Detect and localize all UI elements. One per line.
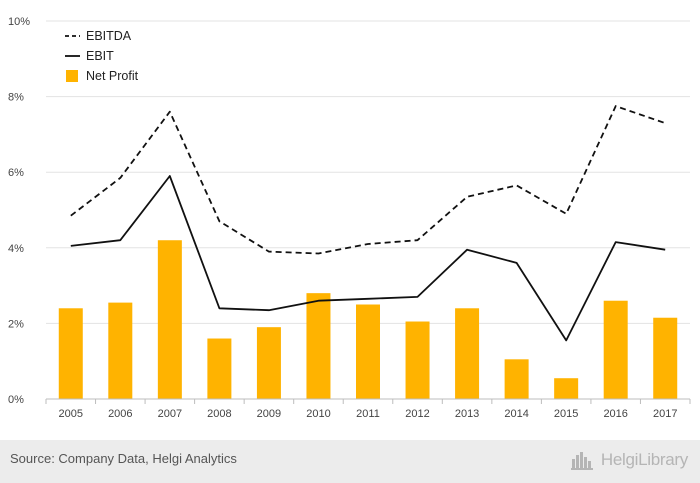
bar-net-profit-2013 <box>455 308 480 399</box>
line-ebit <box>70 175 666 342</box>
bar-net-profit-2010 <box>306 293 331 399</box>
bar-net-profit-2012 <box>405 321 430 399</box>
bar-net-profit-2011 <box>356 304 380 399</box>
bar-net-profit-2009 <box>256 327 281 399</box>
y-tick-label-0: 0% <box>8 394 24 406</box>
bar-net-profit-2006 <box>108 302 133 399</box>
x-tick-label-2014: 2014 <box>504 408 528 420</box>
x-tick-label-2009: 2009 <box>257 408 281 420</box>
x-tick-label-2012: 2012 <box>405 408 429 420</box>
chart-area: 0% 2% 4% 6% 8% 10% 2005 2006 2007 2008 2009 2010 20… <box>8 16 691 420</box>
x-tick-label-2005: 2005 <box>59 408 83 420</box>
y-tick-label-10: 10% <box>8 16 30 28</box>
bar-net-profit-2014 <box>504 359 529 399</box>
bar-net-profit-2008 <box>207 338 232 399</box>
bar-net-profit-2017 <box>653 317 678 399</box>
chart: 0% 2% 4% 6% 8% 10% 2005 2006 2007 2008 2009 2010 20… <box>8 16 691 420</box>
footer: Source: Company Data, Helgi Analytics He… <box>0 440 700 483</box>
x-tick-label-2008: 2008 <box>207 408 231 420</box>
legend-label-ebitda: EBITDA <box>86 29 132 43</box>
x-tick-label-2010: 2010 <box>306 408 330 420</box>
x-tick-label-2006: 2006 <box>108 408 132 420</box>
y-tick-label-4: 4% <box>8 243 24 255</box>
legend-swatch-net-profit <box>66 70 78 82</box>
helgi-library-logo-icon <box>570 452 593 470</box>
x-tick-label-2017: 2017 <box>653 408 677 420</box>
brand-name: HelgiLibrary <box>600 450 688 469</box>
x-tick-label-2016: 2016 <box>603 408 627 420</box>
bar-net-profit-2007 <box>157 240 182 399</box>
x-tick-label-2011: 2011 <box>356 408 380 420</box>
source-note: Source: Company Data, Helgi Analytics <box>10 451 237 466</box>
x-tick-label-2015: 2015 <box>554 408 578 420</box>
bar-net-profit-2015 <box>554 378 579 399</box>
brand: HelgiLibrary <box>570 448 688 472</box>
legend-label-net-profit: Net Profit <box>86 69 139 83</box>
y-tick-label-6: 6% <box>8 167 24 179</box>
bar-net-profit-2005 <box>58 308 83 399</box>
x-tick-label-2007: 2007 <box>158 408 182 420</box>
bar-net-profit-2016 <box>603 300 628 399</box>
legend-label-ebit: EBIT <box>86 49 114 63</box>
x-tick-label-2013: 2013 <box>455 408 479 420</box>
line-ebitda <box>70 105 666 255</box>
y-tick-label-8: 8% <box>8 92 24 104</box>
y-tick-label-2: 2% <box>8 318 24 330</box>
